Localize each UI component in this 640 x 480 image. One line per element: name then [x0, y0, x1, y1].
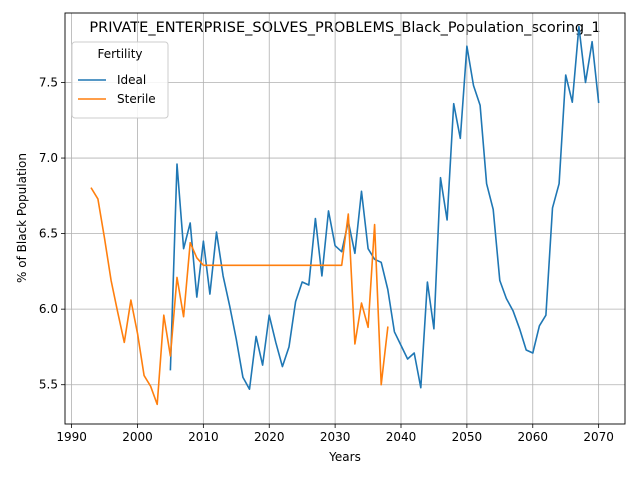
y-tick-label: 7.5: [39, 76, 58, 90]
y-tick-label: 7.0: [39, 151, 58, 165]
x-tick-label: 2040: [386, 430, 417, 444]
y-tick-label: 6.5: [39, 227, 58, 241]
x-tick-label: 2050: [452, 430, 483, 444]
x-tick-label: 2020: [254, 430, 285, 444]
y-axis-label: % of Black Population: [15, 153, 29, 283]
grid: [65, 13, 625, 424]
plot-frame: [64, 12, 626, 425]
y-tick-label: 5.5: [39, 378, 58, 392]
x-axis-label: Years: [328, 450, 361, 464]
series-line-ideal: [169, 25, 600, 391]
legend: Fertility Ideal Sterile: [71, 41, 169, 119]
x-tick-label: 2030: [320, 430, 351, 444]
x-tick-label: 2010: [188, 430, 219, 444]
legend-label-sterile: Sterile: [117, 92, 156, 106]
x-tick-label: 2000: [122, 430, 153, 444]
x-tick-label: 1990: [56, 430, 87, 444]
axis-ticks: 1990 2000 2010 2020 2030 2040 2050 2060 2070 5.5 6…: [39, 76, 614, 444]
x-tick-label: 2070: [583, 430, 614, 444]
y-tick-label: 6.0: [39, 302, 58, 316]
legend-title: Fertility: [97, 47, 142, 61]
x-tick-label: 2060: [517, 430, 548, 444]
series-line-sterile: [90, 187, 389, 406]
legend-label-ideal: Ideal: [117, 73, 146, 87]
series-lines: [90, 25, 600, 406]
chart-title: PRIVATE_ENTERPRISE_SOLVES_PROBLEMS_Black…: [89, 20, 600, 36]
